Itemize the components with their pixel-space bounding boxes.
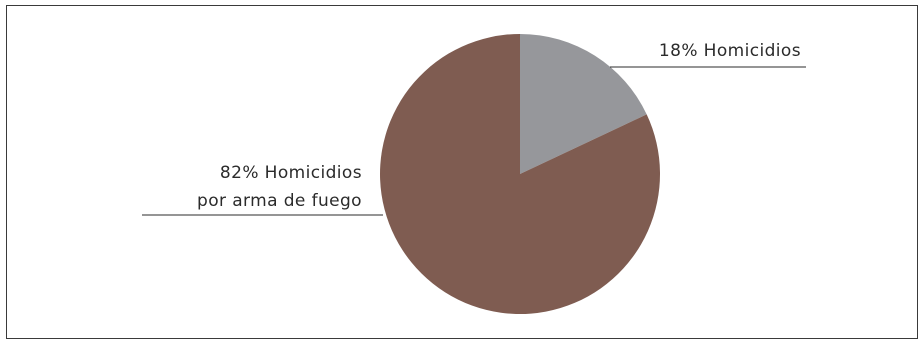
pie-slice-0 <box>520 34 647 174</box>
pie-slices <box>380 34 661 315</box>
slice-label-homicidios-arma-fuego-line1: 82% Homicidios <box>220 163 362 183</box>
pie-slice-1 <box>380 34 661 315</box>
slice-label-homicidios-arma-fuego-line2: por arma de fuego <box>197 191 362 211</box>
slice-label-homicidios: 18% Homicidios <box>659 41 801 61</box>
